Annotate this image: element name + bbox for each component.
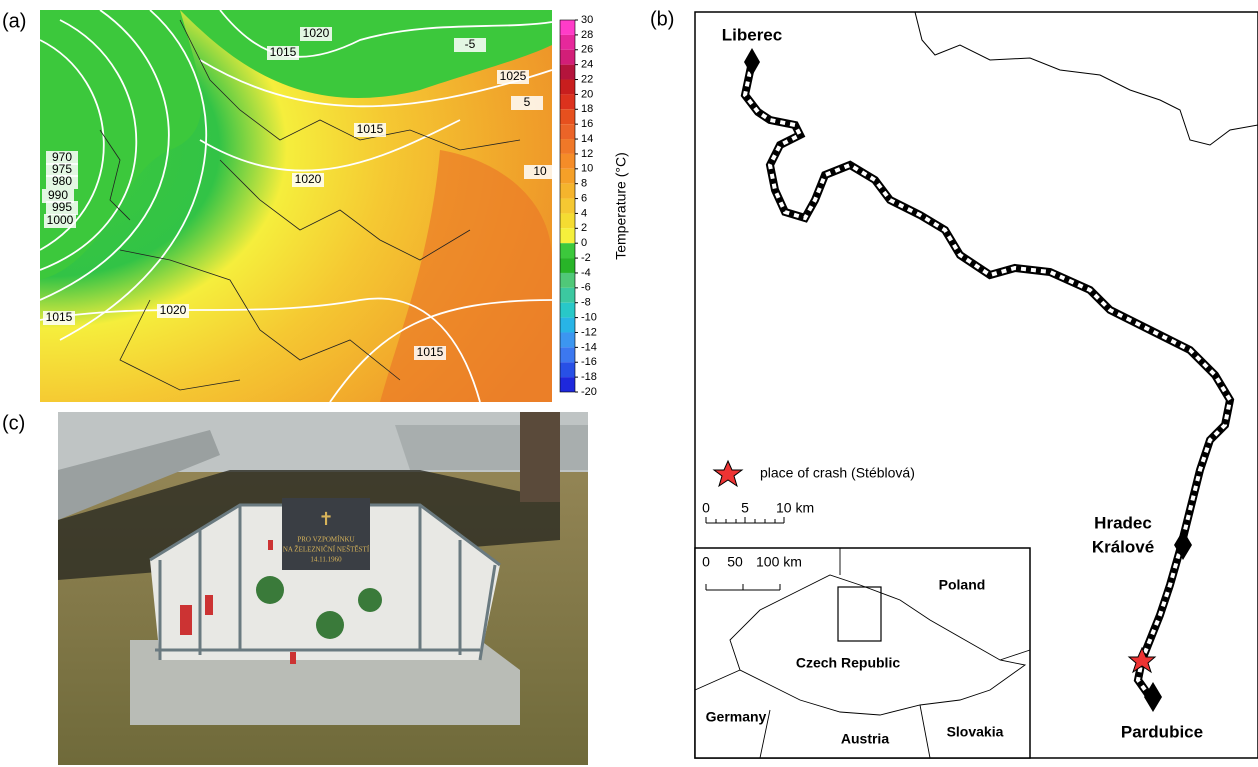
colorbar-tick-label: -14 [581,341,597,353]
colorbar-tick-label: 12 [581,148,593,160]
colorbar-bin [560,154,575,169]
isobar-label: 1020 [160,303,187,317]
panel-label: (c) [2,412,25,434]
colorbar-tick-label: 26 [581,44,593,56]
weather-map [40,10,552,402]
panel-label: (a) [2,10,26,32]
isobar-label: 1025 [500,69,527,83]
colorbar-bin [560,139,575,154]
colorbar-tick-label: -6 [581,282,591,294]
colorbar-bin [560,213,575,228]
city-label: Králové [1092,537,1154,556]
inset-scale-label: 0 [702,554,710,570]
legend-star [714,461,742,486]
scale-label: 0 [702,500,710,516]
colorbar-bin [560,288,575,303]
isobar-label: 1020 [303,26,330,40]
isobar-label: 980 [52,174,72,188]
panel-label: (b) [650,8,674,30]
colorbar-bin [560,80,575,95]
colorbar-bin [560,347,575,362]
isobar-label: 5 [524,95,531,109]
colorbar-bin [560,362,575,377]
colorbar-bin [560,169,575,184]
country-label: Czech Republic [796,655,900,671]
colorbar-tick-label: 2 [581,222,587,234]
city-label: Hradec [1094,513,1152,532]
isobar-label: 10 [533,164,547,178]
isobar-label: -5 [465,37,476,51]
figure: 1020101510251015102097097598099099510001… [0,0,1258,767]
country-label: Poland [939,577,986,593]
colorbar-tick-label: -20 [581,386,597,398]
isobar-label: 1000 [47,213,74,227]
legend-label: place of crash (Stéblová) [760,465,915,481]
inscription-line: NA ŽELEZNIČNÍ NEŠTĚSTÍ [283,546,370,554]
country-label: Austria [841,731,889,747]
colorbar-tick-label: 24 [581,59,593,71]
colorbar-tick-label: 6 [581,192,587,204]
inscription-line: 14.11.1960 [310,556,342,564]
inset-scale-label: 100 km [756,554,802,570]
colorbar-tick-label: -18 [581,371,597,383]
colorbar-tick-label: 16 [581,118,593,130]
colorbar-bin [560,35,575,50]
memorial-photo [58,412,588,765]
scale-label: 5 [741,500,749,516]
colorbar-tick-label: 4 [581,207,587,219]
colorbar-bin [560,184,575,199]
isobar-label: 1015 [270,45,297,59]
cross: ✝ [318,509,333,529]
colorbar-bin [560,109,575,124]
colorbar-tick-label: -10 [581,312,597,324]
colorbar-bin [560,243,575,258]
isobar-label: 1020 [295,172,322,186]
colorbar-bin [560,303,575,318]
colorbar-bin [560,199,575,214]
colorbar-tick-label: 18 [581,103,593,115]
colorbar-tick-label: 20 [581,88,593,100]
borders [915,12,1258,145]
colorbar-tick-label: 22 [581,73,593,85]
colorbar-tick-label: -16 [581,356,597,368]
scale-label: 10 km [776,500,814,516]
colorbar-bin [560,228,575,243]
colorbar-bin [560,124,575,139]
colorbar-tick-label: 10 [581,163,593,175]
colorbar-bin [560,332,575,347]
isobar-label: 1015 [417,345,444,359]
colorbar-tick-label: 28 [581,29,593,41]
colorbar-bin [560,20,575,35]
colorbar-tick-label: 30 [581,14,593,26]
city-label: Pardubice [1121,722,1203,741]
colorbar-bin [560,273,575,288]
colorbar-bin [560,258,575,273]
colorbar-label: Temperature (°C) [613,152,629,260]
colorbar-tick-label: -8 [581,297,591,309]
isobar-label: 1015 [46,310,73,324]
isobar-label: 1015 [357,122,384,136]
colorbar-bin [560,318,575,333]
inset-scale-label: 50 [727,554,743,570]
colorbar-tick-label: -12 [581,326,597,338]
colorbar-tick-label: 0 [581,237,587,249]
isobar-label: 995 [52,200,72,214]
colorbar-tick-label: 8 [581,178,587,190]
colorbar-tick-label: -2 [581,252,591,264]
inscription-line: PRO VZPOMÍNKU [297,536,354,544]
scale-bar [706,517,784,523]
colorbar-bin [560,377,575,392]
colorbar-bin [560,94,575,109]
colorbar-bin [560,50,575,65]
country-label: Slovakia [947,724,1004,740]
colorbar: 302826242220181614121086420-2-4-6-8-10-1… [560,14,597,398]
country-label: Germany [706,709,767,725]
colorbar-tick-label: -4 [581,267,591,279]
colorbar-bin [560,65,575,80]
city-label: Liberec [722,25,782,44]
colorbar-tick-label: 14 [581,133,593,145]
